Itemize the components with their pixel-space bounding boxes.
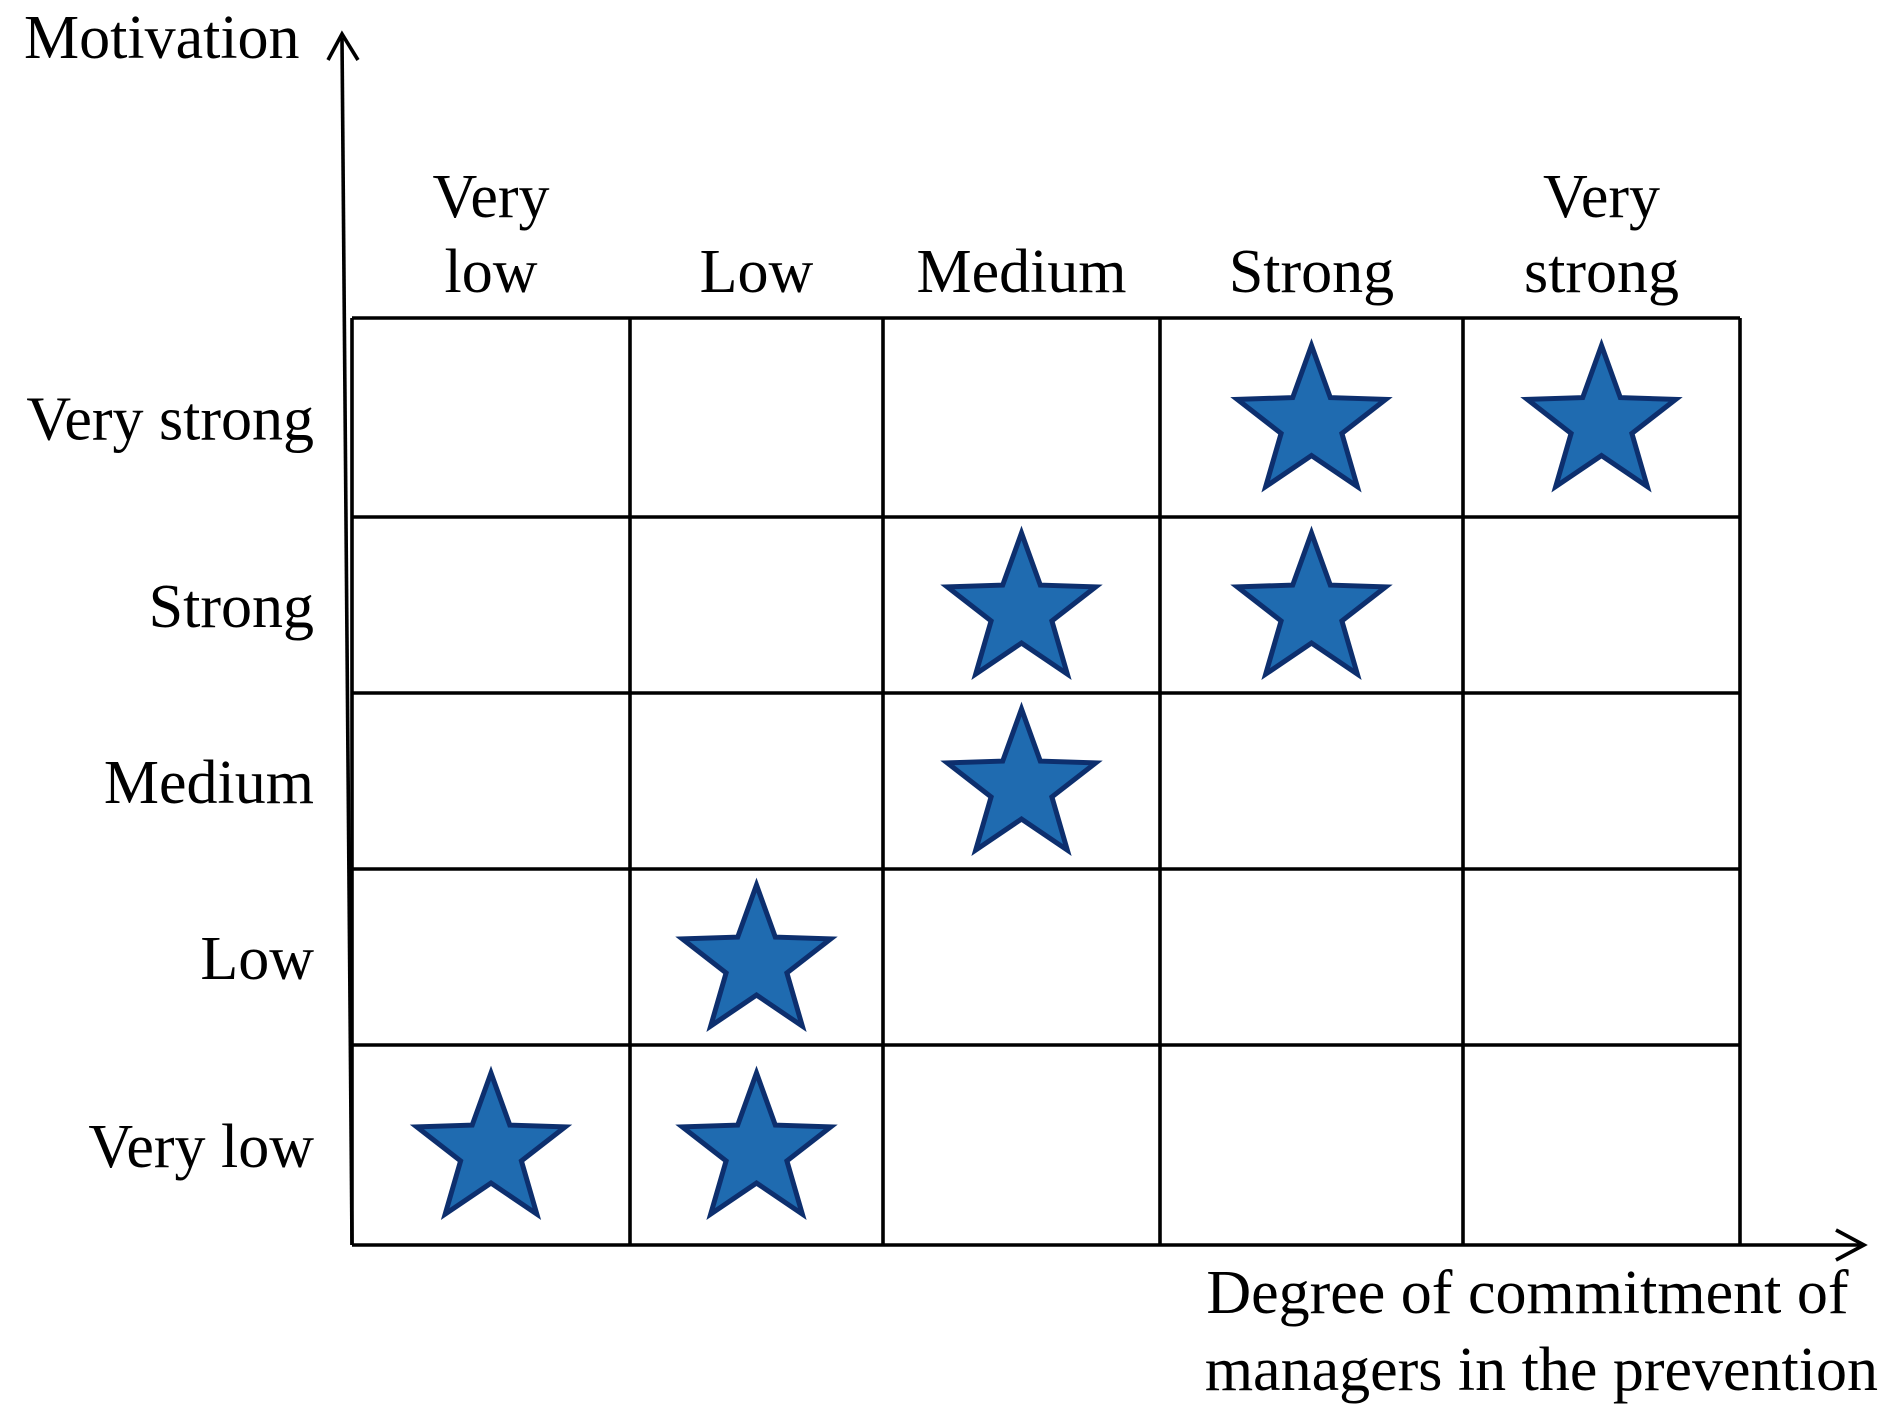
y-axis-title: Motivation (24, 4, 300, 72)
matrix-grid (350, 316, 1742, 1245)
commitment-level-label-line: Strong (1229, 238, 1394, 306)
x-axis-title-line-2: managers in the prevention (1205, 1336, 1878, 1404)
motivation-level-label: Medium (104, 749, 314, 817)
x-axis-arrowhead-icon (1835, 1228, 1868, 1262)
motivation-level-label: Very strong (26, 386, 314, 454)
star-icon (1230, 525, 1393, 681)
commitment-level-label-line: Low (700, 238, 814, 306)
commitment-level-label: Very low (432, 163, 549, 306)
axes (326, 30, 1868, 1262)
x-axis-title-line-1: Degree of commitment of (1206, 1259, 1849, 1327)
commitment-level-label-line: Very (1543, 163, 1660, 231)
commitment-level-label-line: strong (1524, 238, 1679, 306)
markers (409, 338, 1683, 1221)
motivation-level-label: Very low (88, 1113, 314, 1181)
star-icon (675, 877, 838, 1033)
star-icon (1520, 338, 1683, 493)
commitment-level-label: Very strong (1524, 163, 1679, 306)
commitment-level-label: Strong (1229, 238, 1394, 306)
star-icon (1230, 338, 1393, 493)
motivation-level-label: Low (200, 925, 314, 993)
commitment-level-label-line: Medium (916, 238, 1126, 306)
y-axis-line (340, 37, 354, 1246)
commitment-level-label: Low (700, 238, 814, 306)
star-icon (675, 1065, 838, 1221)
commitment-level-label-line: low (445, 238, 538, 306)
x-axis-title: Degree of commitment of managers in the … (1205, 1259, 1878, 1404)
y-axis-arrowhead-icon (326, 30, 360, 61)
star-icon (940, 701, 1103, 857)
commitment-level-label-line: Very (432, 163, 549, 231)
star-icon (940, 525, 1103, 681)
commitment-level-label: Medium (916, 238, 1126, 306)
motivation-level-labels: Very strong Strong Medium Low Very low (26, 386, 314, 1182)
star-icon (409, 1065, 573, 1221)
commitment-level-labels: Very low Low Medium Strong Very strong (432, 163, 1679, 306)
motivation-level-label: Strong (149, 573, 314, 641)
